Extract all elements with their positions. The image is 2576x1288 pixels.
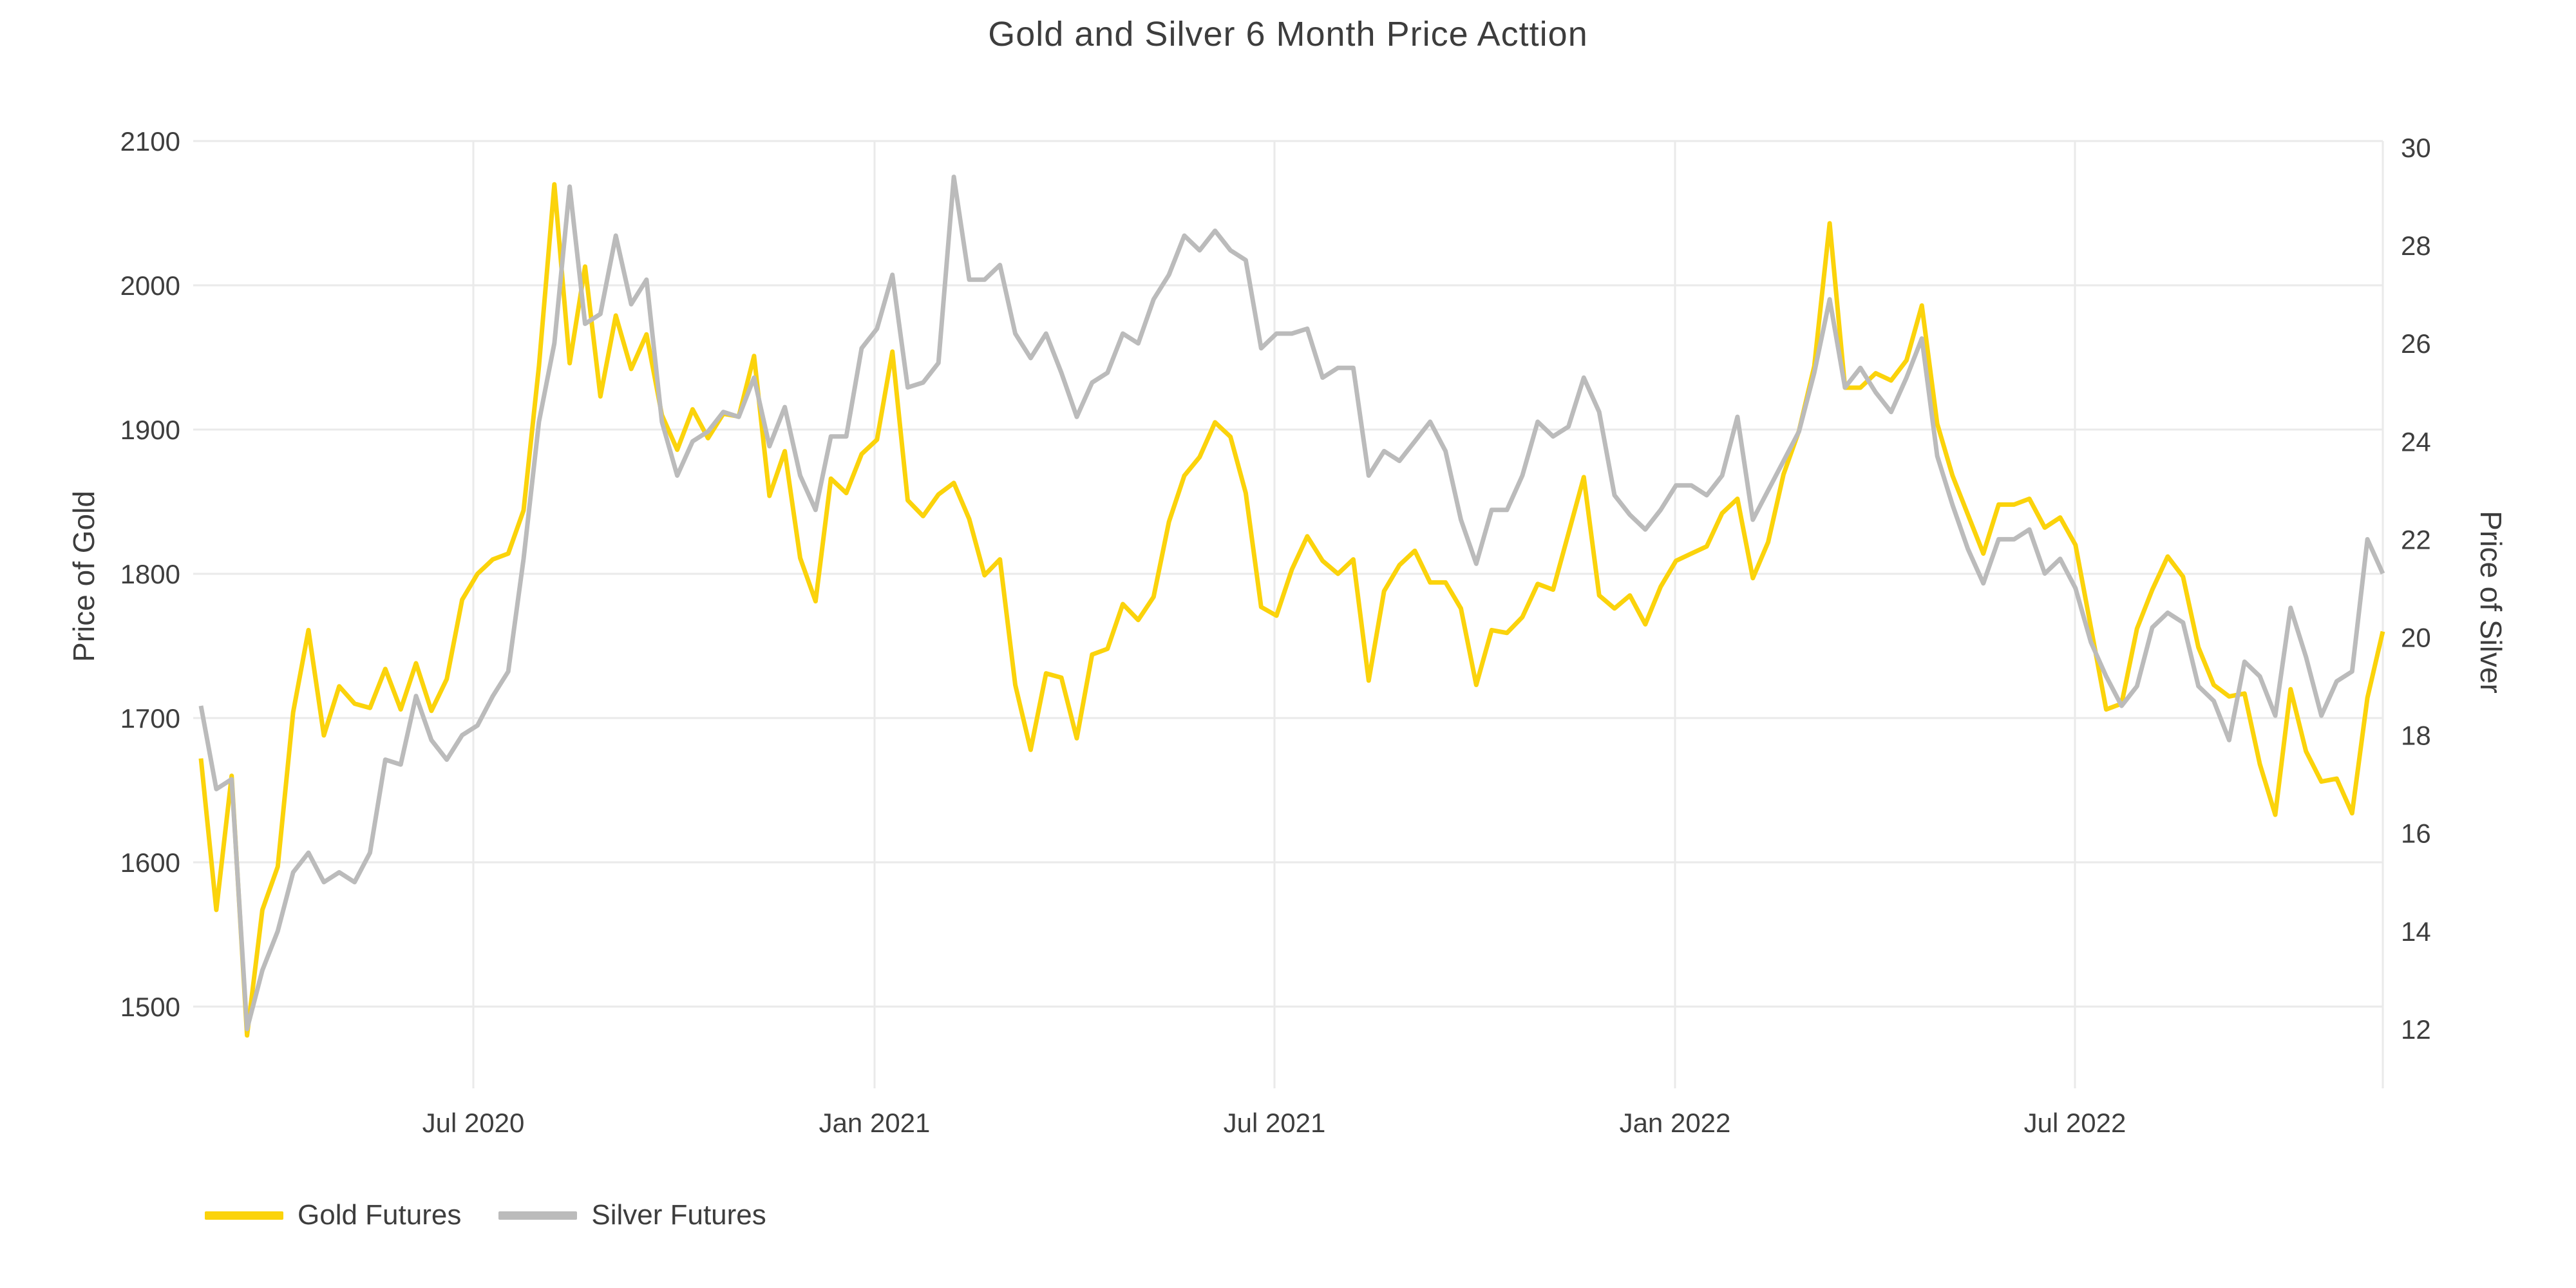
right-axis-tick-label: 30	[2401, 133, 2431, 163]
right-axis-tick-label: 28	[2401, 231, 2431, 261]
right-axis-tick-label: 12	[2401, 1014, 2431, 1045]
legend-item-silver: Silver Futures	[498, 1199, 766, 1231]
right-axis-tick-label: 18	[2401, 721, 2431, 751]
gold-futures-line	[198, 182, 2385, 1038]
x-axis-tick-label: Jul 2021	[1224, 1108, 1326, 1138]
legend-label-gold: Gold Futures	[298, 1199, 462, 1231]
silver-futures-line	[198, 175, 2385, 1032]
grid-layer	[193, 140, 2384, 1088]
left-axis-tick-label: 1600	[120, 848, 180, 878]
legend: Gold Futures Silver Futures	[205, 1199, 766, 1231]
left-axis-tick-label: 1700	[120, 703, 180, 734]
x-axis-tick-label: Jul 2020	[422, 1108, 525, 1138]
right-axis-tick-label: 26	[2401, 328, 2431, 359]
x-axis-tick-label: Jul 2022	[2024, 1108, 2126, 1138]
chart-title: Gold and Silver 6 Month Price Acttion	[988, 15, 1588, 53]
left-axis-tick-label: 1800	[120, 559, 180, 589]
legend-label-silver: Silver Futures	[591, 1199, 766, 1231]
left-axis-tick-label: 2000	[120, 270, 180, 301]
gold-line-swatch	[205, 1211, 283, 1220]
right-axis-tick-label: 20	[2401, 623, 2431, 653]
left-axis-tick-label: 1500	[120, 992, 180, 1022]
silver-line-swatch	[498, 1211, 578, 1220]
x-axis-tick-label: Jan 2022	[1620, 1108, 1731, 1138]
legend-item-gold: Gold Futures	[205, 1199, 461, 1231]
right-axis-tick-label: 16	[2401, 819, 2431, 849]
x-axis-tick-label: Jan 2021	[819, 1108, 931, 1138]
right-axis-tick-label: 22	[2401, 524, 2431, 554]
series-layer	[198, 175, 2385, 1038]
tick-layer: 2100 2000 1900 1800 1700 1600 1500 30 28 26 24 22 20…	[120, 126, 2431, 1138]
left-axis-tick-label: 2100	[120, 126, 180, 156]
right-axis-tick-label: 24	[2401, 426, 2431, 457]
right-axis-tick-label: 14	[2401, 916, 2431, 947]
left-axis-tick-label: 1900	[120, 415, 180, 445]
